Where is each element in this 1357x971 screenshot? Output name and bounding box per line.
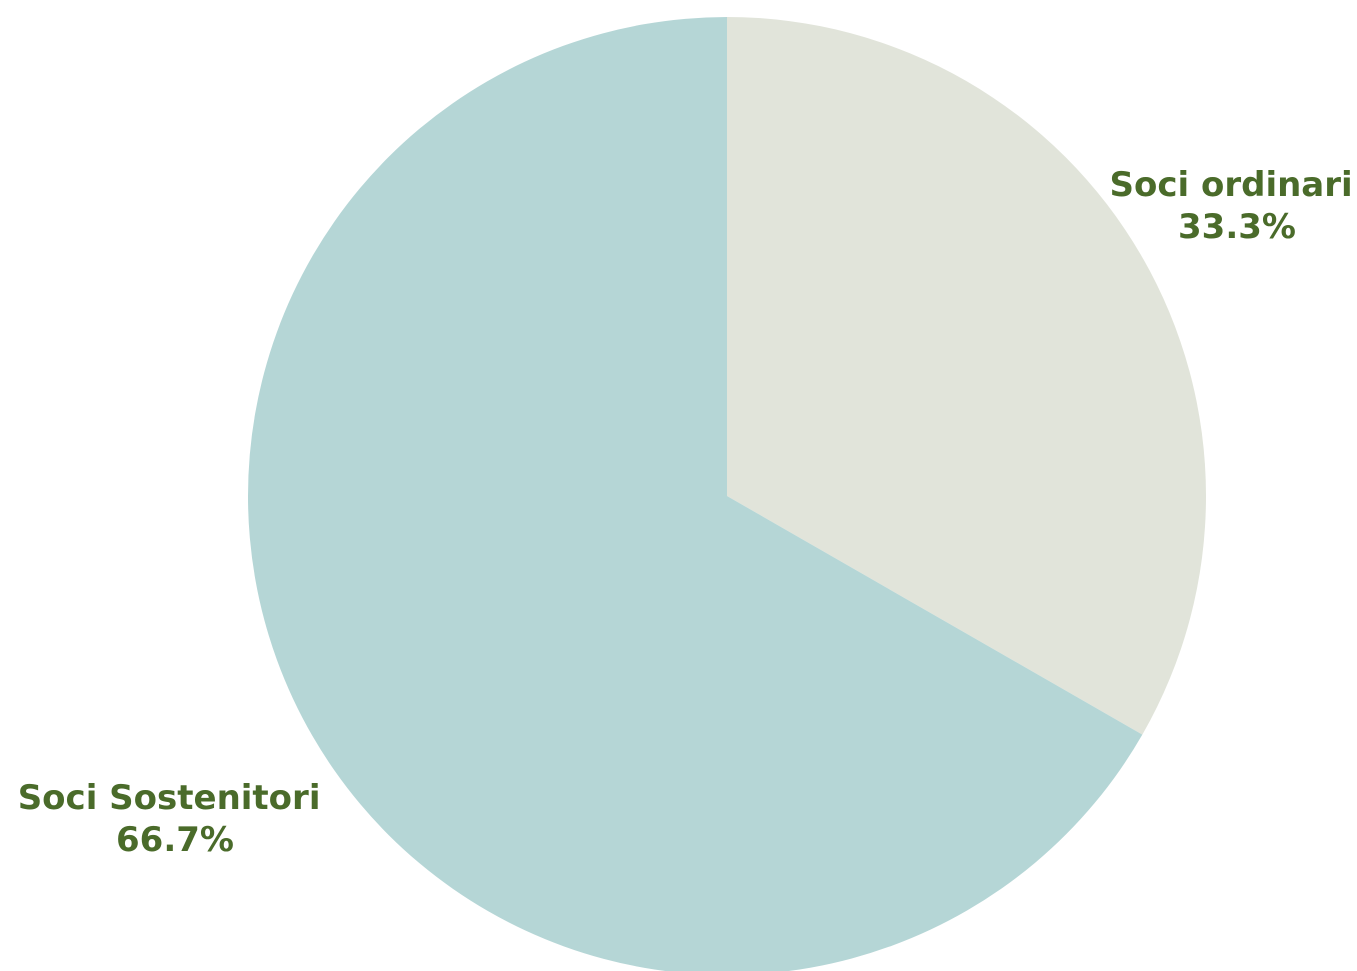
pie-labels: Soci ordinari 33.3% Soci Sostenitori 66.… xyxy=(18,165,1357,860)
slice-value-soci-sostenitori: 66.7% xyxy=(116,820,234,860)
slice-name-soci-sostenitori: Soci Sostenitori xyxy=(18,778,321,818)
pie-slices xyxy=(248,17,1207,971)
slice-label-soci-ordinari: Soci ordinari 33.3% xyxy=(1109,165,1357,247)
slice-value-soci-ordinari: 33.3% xyxy=(1178,207,1296,247)
pie-slice-soci-sostenitori xyxy=(248,17,1143,971)
pie-slice-soci-ordinari xyxy=(727,17,1207,735)
slice-label-soci-sostenitori: Soci Sostenitori 66.7% xyxy=(18,778,333,860)
slice-name-soci-ordinari: Soci ordinari xyxy=(1109,165,1352,205)
